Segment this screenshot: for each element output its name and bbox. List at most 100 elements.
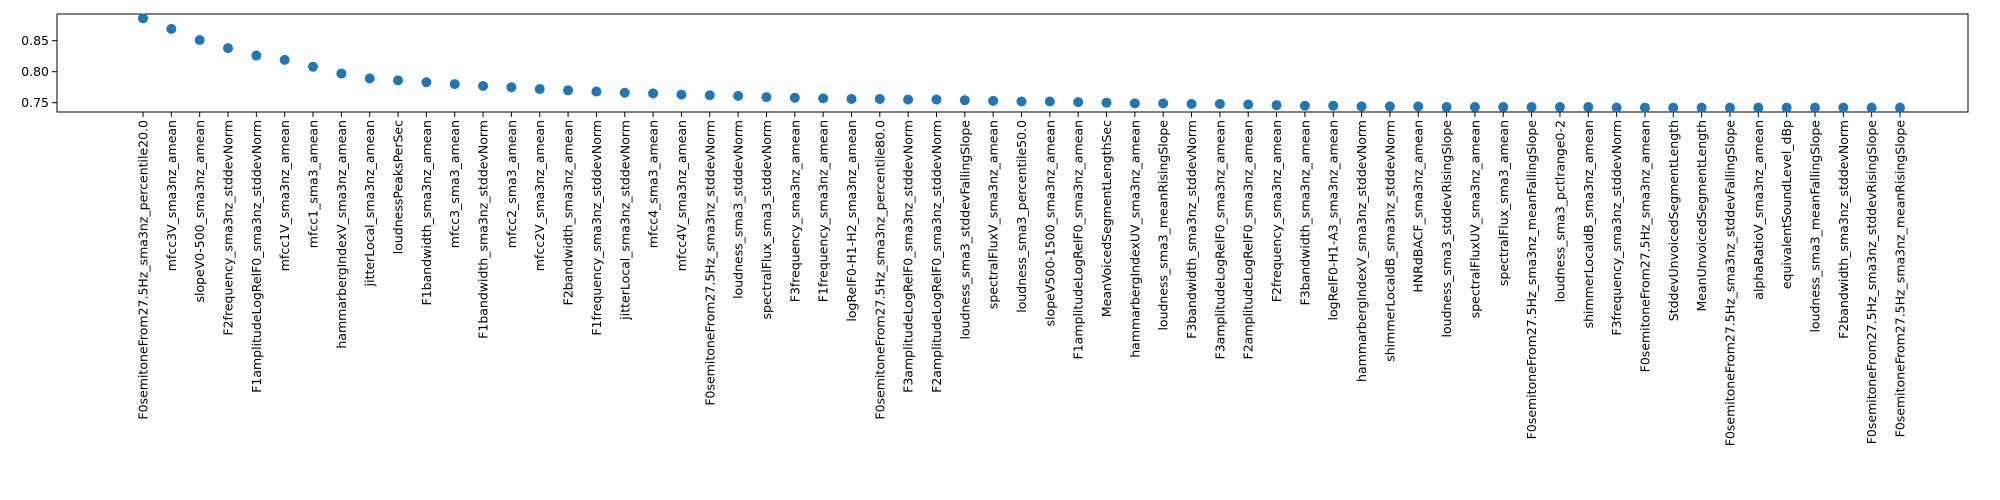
data-point [534, 84, 545, 95]
x-tick-label: alphaRatioV_sma3nz_amean [1751, 120, 1766, 300]
data-point [393, 75, 404, 86]
data-point [1441, 102, 1452, 113]
plot-area [56, 13, 1969, 113]
x-tick-label: spectralFlux_sma3_amean [1496, 120, 1511, 286]
data-point [1498, 102, 1509, 113]
x-tick-label: F3bandwidth_sma3nz_stddevNorm [1184, 120, 1199, 339]
data-point [1809, 102, 1820, 113]
data-point [874, 93, 885, 104]
x-tick-label: F0semitoneFrom27.5Hz_sma3nz_amean [1637, 120, 1652, 372]
data-point [1611, 102, 1622, 113]
data-points [138, 13, 1905, 113]
data-point [1583, 102, 1594, 113]
x-tick-label: F0semitoneFrom27.5Hz_sma3nz_stddevRising… [1864, 120, 1879, 445]
x-tick-label: F0semitoneFrom27.5Hz_sma3nz_stddevNorm [702, 120, 717, 406]
x-tick-label: loudness_sma3_stddevFallingSlope [957, 120, 972, 340]
x-tick-label: F0semitoneFrom27.5Hz_sma3nz_percentile20… [136, 120, 151, 420]
x-tick-label: F3bandwidth_sma3nz_amean [1297, 120, 1312, 305]
data-point [563, 85, 574, 96]
x-axis: F0semitoneFrom27.5Hz_sma3nz_percentile20… [136, 112, 1908, 446]
data-point [959, 95, 970, 106]
x-tick-label: F3amplitudeLogRelF0_sma3nz_stddevNorm [901, 120, 916, 393]
data-point [1016, 96, 1027, 107]
data-point [1158, 98, 1169, 109]
x-tick-label: F2frequency_sma3nz_amean [1269, 120, 1284, 302]
x-tick-label: spectralFluxV_sma3nz_amean [986, 120, 1001, 309]
x-tick-label: F0semitoneFrom27.5Hz_sma3nz_percentile80… [872, 120, 887, 420]
plot-frame [56, 13, 1969, 113]
x-tick-label: F2amplitudeLogRelF0_sma3nz_stddevNorm [929, 120, 944, 393]
x-tick-label: hammarbergIndexV_sma3nz_stddevNorm [1354, 120, 1369, 382]
x-tick-label: spectralFluxUV_sma3nz_amean [1467, 120, 1482, 318]
x-tick-label: F0semitoneFrom27.5Hz_sma3nz_stddevFallin… [1722, 120, 1737, 447]
data-point [1328, 100, 1339, 111]
x-tick-label: mfcc2_sma3_amean [504, 120, 519, 248]
data-point [138, 13, 148, 24]
data-point [591, 86, 602, 97]
data-point [903, 94, 914, 105]
data-point [1214, 98, 1225, 109]
x-tick-label: mfcc3V_sma3nz_amean [164, 120, 179, 271]
x-tick-label: F2amplitudeLogRelF0_sma3nz_amean [1241, 120, 1256, 359]
data-point [1299, 100, 1310, 111]
data-point [421, 77, 432, 88]
data-point [1724, 102, 1735, 113]
data-point [364, 73, 375, 84]
x-tick-label: F2bandwidth_sma3nz_stddevNorm [1836, 120, 1851, 339]
data-point [223, 43, 234, 54]
x-tick-label: equivalentSoundLevel_dBp [1779, 120, 1794, 289]
data-point [648, 88, 659, 99]
x-tick-label: slopeV0-500_sma3nz_amean [192, 120, 207, 303]
data-point [846, 93, 857, 104]
data-point [619, 87, 630, 98]
x-tick-label: F1amplitudeLogRelF0_sma3nz_amean [1071, 120, 1086, 359]
data-point [1639, 102, 1650, 113]
data-point [1186, 98, 1197, 109]
data-point [449, 79, 460, 90]
data-point [1895, 102, 1905, 113]
data-point [336, 68, 347, 79]
x-tick-label: F1bandwidth_sma3nz_stddevNorm [476, 120, 491, 339]
y-axis: 0.75 0.80 0.85 [21, 33, 57, 110]
x-tick-label: F0semitoneFrom27.5Hz_sma3nz_meanRisingSl… [1893, 120, 1908, 438]
data-point [308, 61, 319, 72]
x-tick-label: F3frequency_sma3nz_amean [787, 120, 802, 302]
x-tick-label: F3amplitudeLogRelF0_sma3nz_amean [1212, 120, 1227, 359]
data-point [1101, 97, 1112, 108]
data-point [988, 95, 999, 106]
x-tick-label: F0semitoneFrom27.5Hz_sma3nz_meanFallingS… [1524, 120, 1539, 440]
data-point [1413, 101, 1424, 112]
data-point [506, 82, 517, 93]
data-point [1356, 101, 1367, 112]
x-tick-label: logRelF0-H1-H2_sma3nz_amean [844, 120, 859, 322]
x-tick-label: mfcc4_sma3_amean [646, 120, 661, 248]
data-point [1469, 102, 1480, 113]
x-tick-label: F1amplitudeLogRelF0_sma3nz_stddevNorm [249, 120, 264, 393]
data-point [818, 93, 829, 104]
x-tick-label: spectralFlux_sma3_stddevNorm [759, 120, 774, 319]
data-point [1073, 97, 1084, 108]
x-tick-label: loudness_sma3_stddevNorm [731, 120, 746, 299]
x-tick-label: mfcc1V_sma3nz_amean [277, 120, 292, 271]
x-tick-label: F1bandwidth_sma3nz_amean [419, 120, 434, 305]
x-tick-label: shimmerLocaldB_sma3nz_amean [1581, 120, 1596, 328]
data-point [1271, 100, 1282, 111]
x-tick-label: mfcc2V_sma3nz_amean [532, 120, 547, 271]
data-point [931, 94, 942, 105]
data-point [1243, 99, 1254, 110]
x-tick-label: F1frequency_sma3nz_stddevNorm [589, 120, 604, 336]
data-point [1526, 102, 1537, 113]
x-tick-label: F1frequency_sma3nz_amean [816, 120, 831, 302]
y-tick-label: 0.75 [21, 95, 49, 110]
x-tick-label: StddevUnvoicedSegmentLength [1666, 120, 1681, 321]
x-tick-label: jitterLocal_sma3nz_stddevNorm [617, 120, 632, 321]
x-tick-label: hammarbergIndexV_sma3nz_amean [334, 120, 349, 349]
x-tick-label: F3frequency_sma3nz_stddevNorm [1609, 120, 1624, 336]
data-point [1044, 96, 1055, 107]
data-point [1129, 98, 1140, 109]
x-tick-label: slopeV500-1500_sma3nz_amean [1042, 120, 1057, 326]
data-point [1384, 101, 1395, 112]
x-tick-label: logRelF0-H1-A3_sma3nz_amean [1326, 120, 1341, 320]
